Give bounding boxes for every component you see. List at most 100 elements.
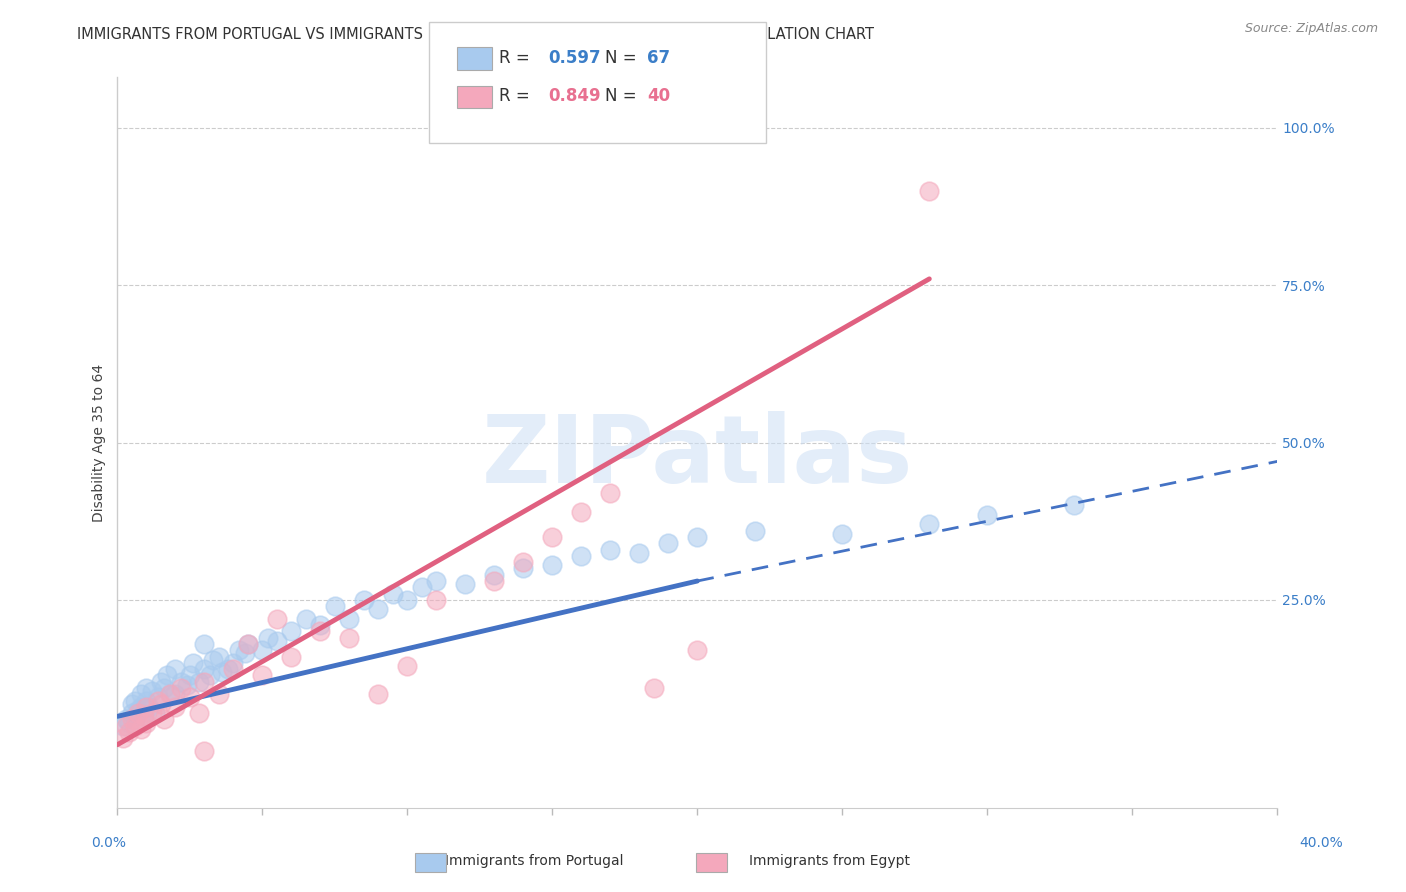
Point <box>744 524 766 538</box>
Point <box>339 612 361 626</box>
Point <box>295 612 318 626</box>
Point <box>257 631 280 645</box>
Point <box>252 668 274 682</box>
Point <box>156 668 179 682</box>
Point <box>484 574 506 588</box>
Point <box>309 618 332 632</box>
Point <box>193 662 215 676</box>
Point <box>129 722 152 736</box>
Point <box>208 649 231 664</box>
Point <box>118 715 141 730</box>
Point <box>918 517 941 532</box>
Point <box>200 668 222 682</box>
Point <box>396 593 419 607</box>
Point <box>153 713 176 727</box>
Point <box>266 633 288 648</box>
Point <box>686 530 709 544</box>
Point <box>146 690 169 705</box>
Point <box>628 546 651 560</box>
Point <box>323 599 346 614</box>
Point <box>124 693 146 707</box>
Point <box>112 731 135 746</box>
Point <box>339 631 361 645</box>
Point <box>170 681 193 695</box>
Point <box>159 687 181 701</box>
Text: 0.597: 0.597 <box>548 49 600 67</box>
Text: 40: 40 <box>647 87 669 105</box>
Point <box>181 656 204 670</box>
Point <box>193 744 215 758</box>
Point <box>599 542 621 557</box>
Point <box>127 706 149 721</box>
Point <box>138 699 160 714</box>
Text: N =: N = <box>605 87 641 105</box>
Point <box>454 577 477 591</box>
Point <box>132 709 155 723</box>
Point <box>569 505 592 519</box>
Point <box>121 706 143 721</box>
Point <box>425 574 447 588</box>
Point <box>831 526 853 541</box>
Point <box>135 693 157 707</box>
Point <box>367 602 389 616</box>
Point <box>918 184 941 198</box>
Point <box>141 706 163 721</box>
Y-axis label: Disability Age 35 to 64: Disability Age 35 to 64 <box>93 363 107 522</box>
Point <box>132 709 155 723</box>
Point <box>141 684 163 698</box>
Point <box>135 715 157 730</box>
Point <box>129 699 152 714</box>
Text: R =: R = <box>499 87 536 105</box>
Point <box>208 687 231 701</box>
Point <box>381 586 404 600</box>
Point <box>425 593 447 607</box>
Point <box>176 678 198 692</box>
Point <box>202 653 225 667</box>
Point <box>149 697 172 711</box>
Text: 0.849: 0.849 <box>548 87 600 105</box>
Point <box>569 549 592 563</box>
Point <box>252 643 274 657</box>
Point <box>179 668 201 682</box>
Point <box>165 699 187 714</box>
Text: 67: 67 <box>647 49 669 67</box>
Point <box>121 697 143 711</box>
Point <box>135 681 157 695</box>
Point <box>179 690 201 705</box>
Text: IMMIGRANTS FROM PORTUGAL VS IMMIGRANTS FROM EGYPT DISABILITY AGE 35 TO 64 CORREL: IMMIGRANTS FROM PORTUGAL VS IMMIGRANTS F… <box>77 27 875 42</box>
Point <box>187 674 209 689</box>
Text: 40.0%: 40.0% <box>1299 836 1343 850</box>
Point <box>112 719 135 733</box>
Point <box>541 530 564 544</box>
Point <box>115 713 138 727</box>
Point <box>280 624 302 639</box>
Text: Immigrants from Portugal: Immigrants from Portugal <box>446 854 623 868</box>
Point <box>1063 499 1085 513</box>
Point <box>228 643 250 657</box>
Text: Immigrants from Egypt: Immigrants from Egypt <box>749 854 910 868</box>
Point <box>236 637 259 651</box>
Point <box>159 687 181 701</box>
Point <box>170 674 193 689</box>
Point <box>411 580 433 594</box>
Point <box>211 665 233 680</box>
Point <box>118 725 141 739</box>
Point <box>143 706 166 721</box>
Text: R =: R = <box>499 49 536 67</box>
Point <box>233 647 256 661</box>
Point <box>599 486 621 500</box>
Point <box>367 687 389 701</box>
Point <box>165 687 187 701</box>
Point <box>657 536 679 550</box>
Point <box>217 662 239 676</box>
Point <box>222 662 245 676</box>
Point <box>187 706 209 721</box>
Point <box>309 624 332 639</box>
Point <box>124 719 146 733</box>
Point <box>115 719 138 733</box>
Point <box>193 637 215 651</box>
Point <box>165 662 187 676</box>
Text: 0.0%: 0.0% <box>91 836 127 850</box>
Point <box>222 656 245 670</box>
Point <box>127 703 149 717</box>
